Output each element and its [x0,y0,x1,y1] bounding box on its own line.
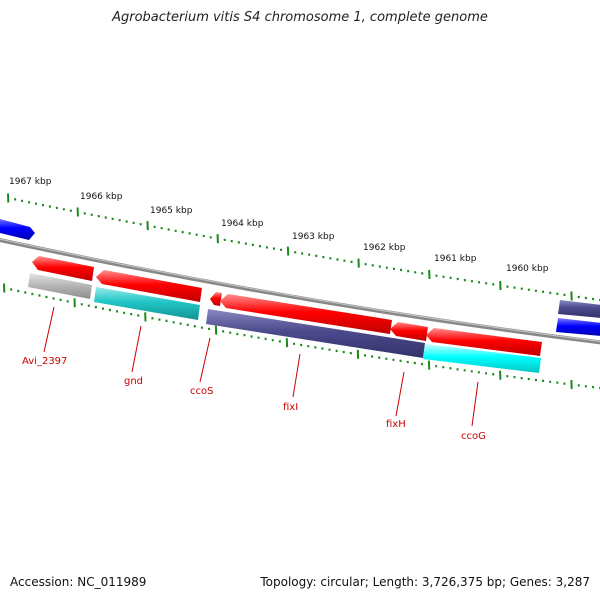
gene-arrow-ccos[interactable] [210,292,222,306]
tick-label-1966: 1966 kbp [80,192,123,202]
gene-arrow-fixi[interactable] [220,294,392,334]
gene-label-avi-2397[interactable]: Avi_2397 [22,356,67,367]
genome-backbone [0,238,600,345]
genome-backbone-highlight [0,238,600,342]
gene-arrow-blue-left[interactable] [0,218,35,240]
feature-bar-gnd[interactable] [94,287,200,320]
gene-label-fixi[interactable]: fixI [283,402,298,413]
tick-label-1965: 1965 kbp [150,206,193,216]
ruler-minor-ticks [14,198,600,302]
reverse-strand-genes [32,256,542,356]
inner-ruler [3,283,600,390]
feature-bar-ccos-fixi[interactable] [206,309,425,358]
inner-ruler-major-ticks [3,283,573,390]
tick-label-1961: 1961 kbp [434,254,477,264]
gene-labels: Avi_2397 gnd ccoS fixI fixH ccoG [22,306,486,442]
gene-label-fixh[interactable]: fixH [386,419,406,430]
leader-line-fixh [395,371,405,417]
gene-label-ccos[interactable]: ccoS [190,386,213,397]
tick-label-1963: 1963 kbp [292,232,335,242]
gene-arrow-gnd[interactable] [96,270,202,302]
leader-line-ccos [199,337,211,383]
gene-label-ccog[interactable]: ccoG [461,431,486,442]
leader-line-ccog [471,381,479,427]
leader-line-fixi [292,353,301,398]
ruler-tick-labels: 1967 kbp 1966 kbp 1965 kbp 1964 kbp 1963… [9,177,549,274]
gene-arrow-blue-right[interactable] [556,318,600,336]
inner-ruler-minor-ticks [10,288,600,390]
genome-stats-text: Topology: circular; Length: 3,726,375 bp… [260,575,590,589]
feature-bar-avi-2397[interactable] [28,273,92,299]
gene-arrow-fixh[interactable] [390,322,428,341]
gene-arrow-avi-2397[interactable] [32,256,94,281]
leader-line-gnd [131,325,142,373]
ruler-major-ticks [7,193,573,301]
gene-label-gnd[interactable]: gnd [124,376,143,387]
tick-label-1967: 1967 kbp [9,177,52,187]
map-title: Agrobacterium vitis S4 chromosome 1, com… [112,10,488,25]
leader-line-avi-2397 [43,306,55,353]
feature-bar-ccog[interactable] [423,344,541,373]
feature-purple-right[interactable] [558,300,600,318]
tick-label-1962: 1962 kbp [363,243,406,253]
forward-strand-genes [0,218,600,336]
tick-label-1960: 1960 kbp [506,264,549,274]
feature-bars [28,273,541,373]
outer-ruler: 1967 kbp 1966 kbp 1965 kbp 1964 kbp 1963… [7,177,600,302]
gene-arrow-ccog[interactable] [426,328,542,356]
accession-text: Accession: NC_011989 [10,575,147,589]
tick-label-1964: 1964 kbp [221,219,264,229]
